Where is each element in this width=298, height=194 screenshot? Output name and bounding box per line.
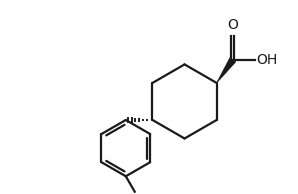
Text: OH: OH <box>256 53 277 67</box>
Polygon shape <box>217 58 236 83</box>
Text: O: O <box>227 18 238 32</box>
